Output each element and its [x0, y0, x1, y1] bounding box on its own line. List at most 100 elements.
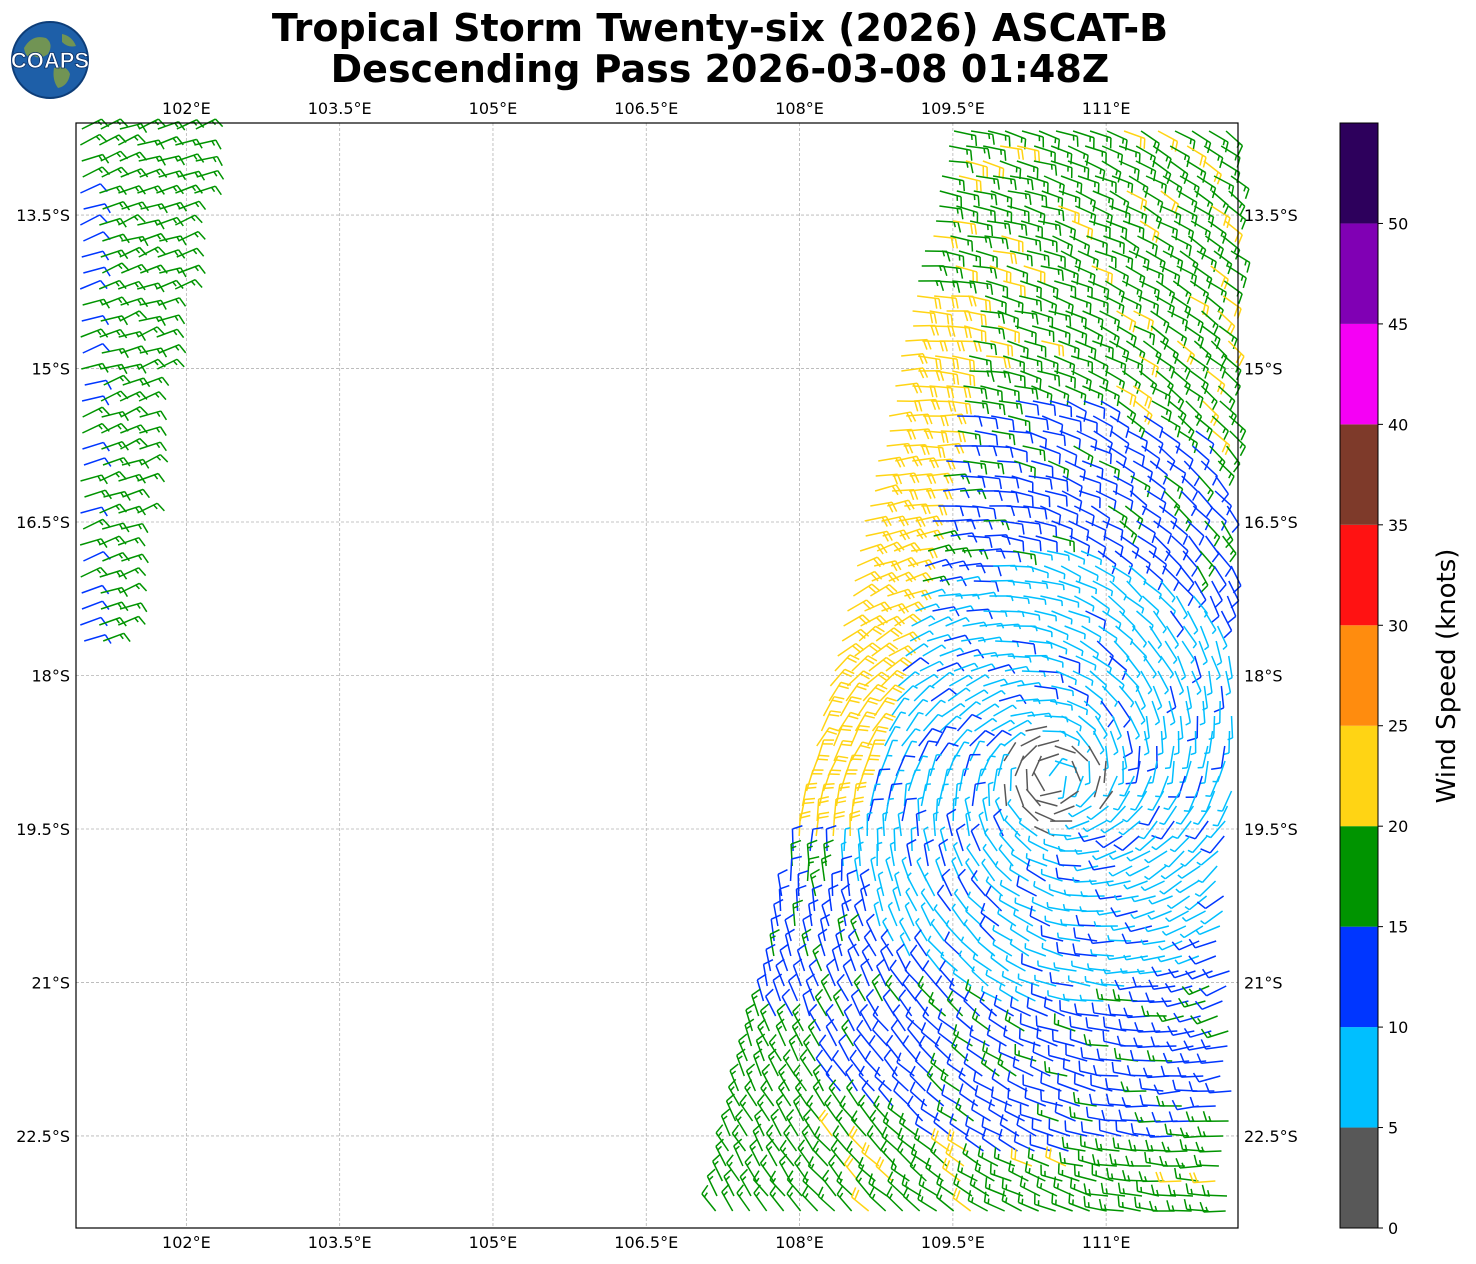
wind-barb [871, 1020, 888, 1047]
wind-barb [811, 884, 823, 912]
wind-barb [137, 219, 165, 230]
wind-barb [1037, 960, 1060, 972]
wind-barb [888, 711, 907, 732]
wind-barb [949, 605, 975, 612]
wind-barb [1179, 760, 1192, 783]
wind-barb [815, 811, 830, 837]
wind-barb [1158, 505, 1178, 530]
wind-barb [1185, 1111, 1212, 1123]
wind-barb [1086, 963, 1111, 972]
wind-barb [1181, 640, 1195, 664]
wind-barb [1040, 1164, 1063, 1182]
wind-barb [1194, 580, 1207, 609]
colorbar-tick-label: 50 [1388, 214, 1408, 233]
wind-barb [973, 580, 1000, 592]
wind-barb [1075, 914, 1101, 927]
wind-barb [1017, 973, 1040, 987]
wind-barb [1020, 370, 1042, 390]
wind-barb [1077, 565, 1099, 581]
wind-barb [867, 798, 884, 822]
wind-barb [1064, 820, 1090, 830]
wind-barb [915, 917, 928, 942]
wind-barb [939, 576, 967, 587]
wind-barb [1036, 1027, 1058, 1047]
wind-barb [739, 1168, 752, 1197]
wind-barb [1031, 460, 1054, 478]
wind-barb [1046, 550, 1070, 561]
lon-tick-label-top: 102°E [162, 99, 211, 118]
wind-barb [864, 515, 892, 527]
wind-barb [1161, 430, 1181, 454]
wind-barb [1038, 670, 1064, 684]
wind-barb [1053, 1176, 1075, 1197]
wind-barb [1136, 520, 1156, 544]
wind-barb [797, 870, 809, 897]
wind-barb [1179, 1139, 1205, 1152]
wind-barb [1169, 835, 1191, 853]
wind-barb [998, 1128, 1018, 1152]
wind-barb [1109, 730, 1119, 756]
colorbar-tick-label: 25 [1388, 717, 1408, 736]
wind-barb [802, 913, 813, 942]
lon-tick-label-bottom: 106.5°E [614, 1233, 678, 1252]
wind-barb [1151, 1022, 1178, 1034]
wind-barb [974, 1085, 996, 1107]
wind-barb [1067, 145, 1089, 166]
wind-barb [1216, 550, 1232, 578]
wind-barb [957, 868, 970, 897]
wind-barb [1162, 250, 1184, 272]
wind-barb [103, 374, 132, 386]
wind-barb [1158, 595, 1177, 617]
wind-barb [1144, 850, 1168, 864]
wind-barb [922, 644, 947, 657]
wind-barb [795, 884, 807, 912]
wind-barb [1145, 1139, 1171, 1152]
wind-barb [841, 1018, 855, 1047]
wind-barb [1217, 790, 1233, 812]
wind-barb [848, 1125, 866, 1152]
wind-barb [749, 1138, 761, 1167]
wind-barb [1171, 1099, 1199, 1111]
lat-tick-label-left: 22.5°S [16, 1127, 70, 1146]
wind-barb [914, 989, 930, 1017]
wind-barb [1058, 415, 1082, 432]
wind-barb [769, 1170, 786, 1197]
wind-barb [1091, 1002, 1116, 1017]
wind-barb [821, 1169, 837, 1197]
wind-barb [1025, 788, 1042, 807]
wind-barb [1036, 1103, 1059, 1122]
wind-barb [855, 1169, 871, 1197]
wind-barb [1057, 1163, 1080, 1182]
wind-barb [1048, 1118, 1071, 1137]
wind-barb [1083, 1034, 1109, 1047]
wind-barb [1052, 235, 1074, 257]
wind-barb [962, 1143, 982, 1167]
wind-barb [1091, 1164, 1114, 1182]
wind-barb [924, 699, 946, 717]
wind-barb [956, 648, 985, 659]
wind-barb [1200, 910, 1224, 925]
wind-barb [1086, 805, 1109, 821]
wind-barb [1134, 1196, 1158, 1212]
wind-barb [1053, 962, 1077, 972]
wind-barb [1069, 1106, 1093, 1122]
wind-barb [859, 868, 870, 897]
wind-barb [880, 669, 907, 687]
wind-barb [1090, 1074, 1113, 1092]
wind-barb [958, 250, 982, 268]
wind-barb [936, 1173, 956, 1197]
wind-barb [1021, 130, 1045, 148]
wind-barb [920, 902, 932, 927]
wind-barb [820, 854, 832, 882]
wind-barb [1117, 1196, 1141, 1212]
wind-barb [1110, 430, 1130, 454]
wind-barb [1005, 445, 1028, 463]
wind-barb [958, 768, 969, 792]
wind-barb [1168, 1111, 1195, 1123]
wind-barb [1018, 235, 1042, 252]
wind-barb [1063, 550, 1086, 565]
wind-barb [956, 190, 980, 207]
wind-barb [1033, 880, 1054, 897]
wind-barb [175, 214, 203, 226]
colorbar-tick-label: 45 [1388, 315, 1408, 334]
